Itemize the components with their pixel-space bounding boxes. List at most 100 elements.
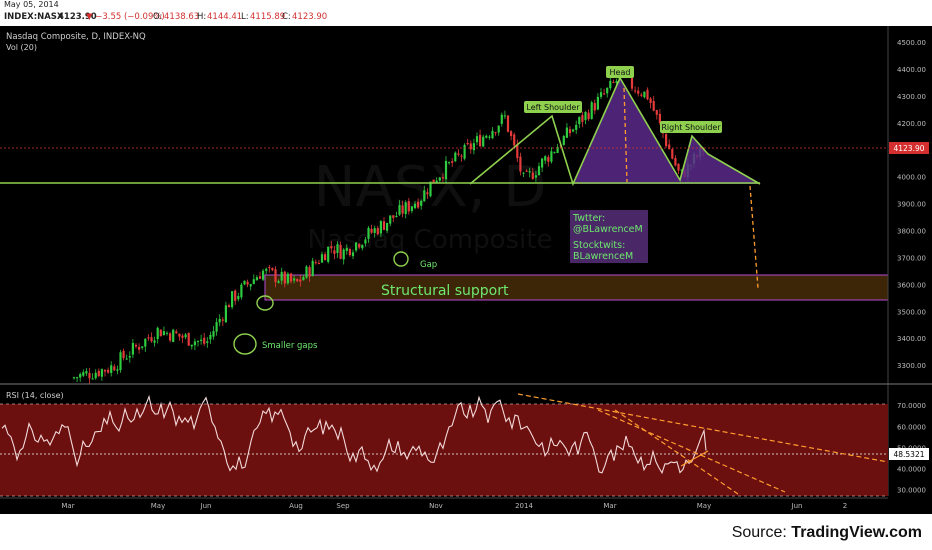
candle-body <box>240 284 243 298</box>
candle-body <box>327 246 330 262</box>
candle-body <box>482 136 485 147</box>
right-shoulder-label: Right Shoulder <box>661 123 721 132</box>
price-change: ▼ −3.55 (−0.09%) <box>86 12 165 22</box>
structural-support-label: Structural support <box>381 283 509 299</box>
rsi-trendline-3 <box>614 409 739 495</box>
candle-body <box>407 201 410 212</box>
candle-body <box>302 277 305 281</box>
price-tick-label: 4400.00 <box>897 66 926 74</box>
head-label: Head <box>610 68 631 77</box>
candle-body <box>655 110 658 115</box>
candle-body <box>606 87 609 94</box>
candle-body <box>265 268 268 271</box>
candle-body <box>373 228 376 233</box>
left-shoulder-label: Left Shoulder <box>526 103 580 112</box>
candle-body <box>630 75 634 89</box>
candle-body <box>209 335 212 340</box>
candle-body <box>324 254 327 261</box>
price-tick-label: 3400.00 <box>897 335 926 343</box>
chart-date: May 05, 2014 <box>4 0 59 9</box>
date-bar: May 05, 2014 <box>0 0 932 10</box>
candle-body <box>435 180 438 184</box>
candle-body <box>553 152 556 154</box>
candle-body <box>355 242 358 251</box>
candle-body <box>258 276 262 279</box>
candle-body <box>680 169 683 171</box>
candle-body <box>293 278 296 281</box>
time-tick-label: Mar <box>61 502 74 510</box>
open-value: 4138.63 <box>164 12 200 22</box>
candle-body <box>97 370 100 377</box>
candle-body <box>370 228 373 233</box>
candle-body <box>289 273 293 282</box>
candle-body <box>513 134 516 146</box>
low-label: L: <box>241 12 249 22</box>
candle-body <box>348 248 351 256</box>
rsi-title: RSI (14, close) <box>6 391 64 400</box>
candle-body <box>181 335 184 338</box>
candle-body <box>196 340 200 342</box>
candle-body <box>637 90 640 94</box>
candle-body <box>401 205 404 214</box>
candle-body <box>277 281 280 283</box>
candle-body <box>475 136 479 143</box>
candle-body <box>568 129 572 134</box>
candle-body <box>336 244 339 253</box>
candle-body <box>609 80 612 89</box>
target-projection <box>749 185 759 289</box>
candle-body <box>528 171 531 173</box>
candle-body <box>379 221 382 234</box>
candle-body <box>541 158 544 168</box>
candle-body <box>184 334 187 338</box>
low-value: 4115.89 <box>250 12 286 22</box>
candle-body <box>451 161 454 163</box>
candle-body <box>299 279 302 282</box>
candle-body <box>522 172 525 174</box>
candle-body <box>488 136 491 138</box>
time-tick-label: Nov <box>429 502 443 510</box>
candle-body <box>345 247 348 251</box>
rsi-tick-label: 30.0000 <box>897 487 926 495</box>
candle-body <box>426 192 429 195</box>
candle-body <box>165 332 169 334</box>
close-label: C: <box>282 12 291 22</box>
candle-body <box>466 142 469 145</box>
candle-body <box>547 156 550 162</box>
candle-body <box>286 273 289 284</box>
candle-body <box>215 322 218 332</box>
ohlc-bar: INDEX:NASX 4123.90 ▼ −3.55 (−0.09%) O: 4… <box>0 10 932 26</box>
contact-line-4: Stocktwits: <box>573 240 625 251</box>
chart-panel[interactable]: NASX, D Nasdaq Composite Head Left Shoul… <box>0 26 932 514</box>
candle-body <box>243 280 246 285</box>
candle-body <box>134 344 138 347</box>
pattern-outline <box>469 76 761 187</box>
candle-body <box>581 115 584 122</box>
time-tick-label: Mar <box>603 502 616 510</box>
candle-body <box>643 91 646 98</box>
candle-body <box>382 221 386 230</box>
candle-body <box>358 243 361 248</box>
time-tick-label: 2014 <box>515 502 533 510</box>
contact-line-2: @BLawrenceM <box>573 224 643 235</box>
time-axis[interactable]: Mar May Jun Aug Sep Nov 2014 Mar May Jun 2 <box>61 502 847 510</box>
source-name: TradingView.com <box>791 524 922 541</box>
time-tick-label: Jun <box>791 502 803 510</box>
candle-body <box>615 81 618 83</box>
candle-body <box>271 267 274 271</box>
candle-body <box>392 215 395 218</box>
candle-body <box>79 374 82 378</box>
candle-body <box>246 281 249 285</box>
candle-body <box>187 332 190 346</box>
candle-body <box>280 271 283 281</box>
candle-body <box>652 101 655 111</box>
candle-body <box>417 201 420 208</box>
symbol: INDEX:NASX <box>4 12 64 22</box>
candle-body <box>634 90 637 92</box>
smaller-gaps-label: Smaller gaps <box>262 341 318 351</box>
left-shoulder-label-box <box>524 101 582 113</box>
chart-canvas[interactable]: NASX, D Nasdaq Composite Head Left Shoul… <box>0 26 932 514</box>
price-axis[interactable]: 3300.00 3400.00 3500.00 3600.00 3700.00 3800.… <box>897 39 926 370</box>
last-price: 4123.90 <box>58 12 97 22</box>
time-tick-label: Sep <box>336 502 350 510</box>
candle-body <box>153 340 156 343</box>
